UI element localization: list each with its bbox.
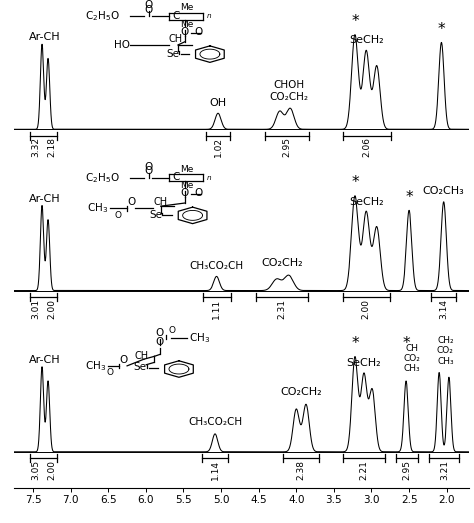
Text: CO₂CH₂: CO₂CH₂ [281,387,322,397]
Text: O: O [114,211,121,220]
Text: C: C [173,11,180,21]
Text: C$_2$H$_5$O: C$_2$H$_5$O [85,170,119,185]
Text: O: O [155,328,164,338]
Text: 1.14: 1.14 [210,460,219,480]
Text: Ar-CH: Ar-CH [29,355,61,365]
Text: O: O [144,166,152,176]
Text: *: * [351,175,359,189]
Text: $_n$: $_n$ [206,173,212,183]
Text: CHOH
CO₂CH₂: CHOH CO₂CH₂ [269,81,308,102]
Text: 3.14: 3.14 [439,299,448,319]
Text: 1.02: 1.02 [214,138,223,157]
Text: SeCH₂: SeCH₂ [346,358,381,368]
Text: Ar-CH: Ar-CH [29,32,61,42]
Text: CH$_3$: CH$_3$ [189,331,210,345]
Text: C: C [173,172,180,183]
Text: 2.21: 2.21 [359,460,368,480]
Text: *: * [405,190,413,204]
Text: O: O [107,368,113,377]
Text: O: O [169,326,176,335]
Text: 2.00: 2.00 [362,299,371,319]
Text: Me: Me [180,165,194,174]
Text: 2.95: 2.95 [283,138,292,157]
Text: *: * [402,336,410,351]
Text: *: * [351,14,359,29]
Text: 2.06: 2.06 [363,138,372,157]
Text: 2.95: 2.95 [403,460,412,480]
Text: 2.00: 2.00 [47,460,56,480]
Text: 1.11: 1.11 [212,299,221,319]
Text: Se: Se [149,210,162,220]
Text: CH$_3$: CH$_3$ [85,359,106,373]
Text: CH₂
CO₂
CH₃: CH₂ CO₂ CH₃ [437,336,454,366]
Text: Se: Se [166,49,179,59]
Text: CH$_3$: CH$_3$ [87,201,108,215]
Text: $_n$: $_n$ [206,12,212,21]
Text: SeCH₂: SeCH₂ [349,197,383,207]
Text: Me: Me [180,20,194,29]
Text: Ar-CH: Ar-CH [29,194,61,203]
Text: CO₂CH₃: CO₂CH₃ [423,186,465,196]
Text: CO₂CH₂: CO₂CH₂ [261,258,303,268]
Text: OH: OH [210,98,227,108]
Text: Me: Me [180,4,194,13]
Text: 2.38: 2.38 [296,460,305,480]
Text: O: O [181,188,189,198]
Text: O: O [145,162,153,172]
Text: CH: CH [169,35,183,44]
Text: CH₃CO₂CH: CH₃CO₂CH [188,417,242,427]
Text: O: O [194,188,202,198]
Text: O: O [155,337,164,347]
Text: C$_2$H$_5$O: C$_2$H$_5$O [85,9,119,23]
Text: CH: CH [153,197,167,207]
Text: 3.05: 3.05 [31,460,40,480]
Text: 2.00: 2.00 [47,299,56,319]
Text: O: O [144,5,152,15]
Text: *: * [438,22,445,37]
Text: 2.31: 2.31 [277,299,286,319]
Text: O: O [194,27,202,37]
Text: O: O [127,197,135,207]
Text: O: O [181,27,189,37]
Text: SeCH₂: SeCH₂ [349,35,383,46]
Text: CH: CH [134,351,148,361]
Text: O: O [119,355,127,365]
Text: CH
CO₂
CH₃: CH CO₂ CH₃ [403,344,420,373]
Text: CH₃CO₂CH: CH₃CO₂CH [190,261,244,271]
Text: O: O [145,1,153,10]
Text: 3.32: 3.32 [31,138,40,157]
Text: 2.18: 2.18 [47,138,56,157]
Text: *: * [351,336,359,351]
Text: Me: Me [180,181,194,190]
Text: Se: Se [134,362,146,372]
Text: 3.01: 3.01 [31,299,40,319]
Text: HO: HO [114,40,130,50]
Text: 3.21: 3.21 [440,460,449,480]
